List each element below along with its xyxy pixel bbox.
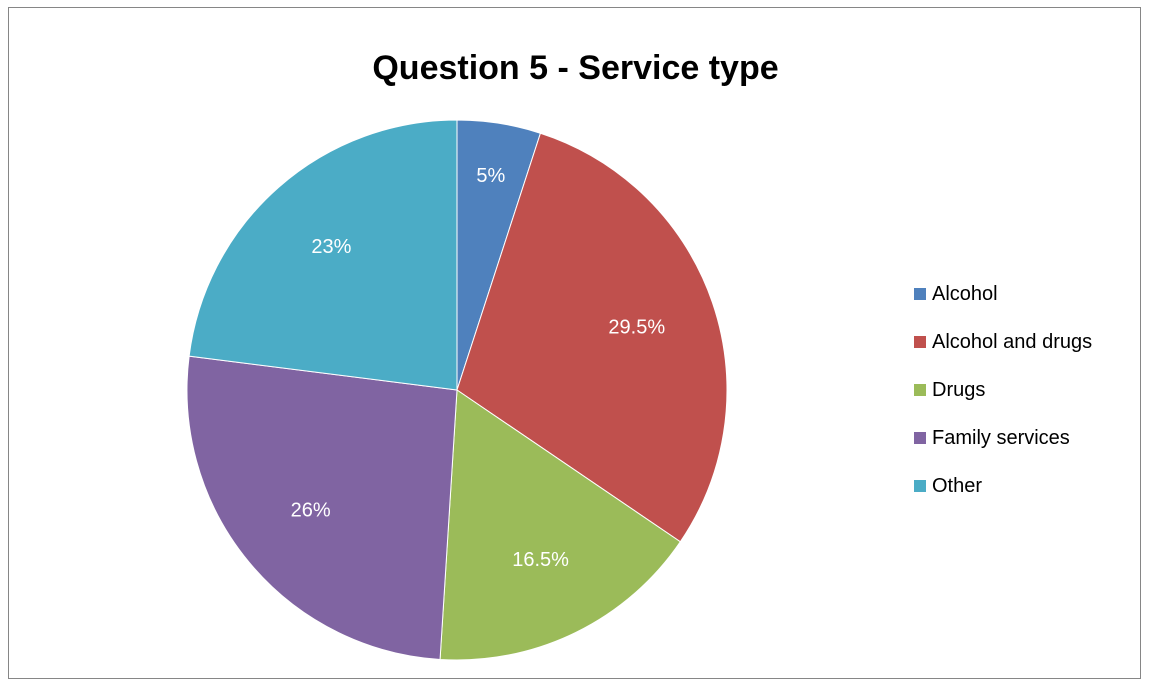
pie-slice-drugs <box>439 389 682 661</box>
legend-item-alcohol: Alcohol <box>914 282 1092 306</box>
chart-legend: Alcohol Alcohol and drugs Drugs Family serv… <box>914 282 1092 522</box>
legend-swatch-alcohol-and-drugs <box>914 336 926 348</box>
chart-title: Question 5 - Service type <box>372 49 779 87</box>
legend-label-alcohol-and-drugs: Alcohol and drugs <box>932 330 1093 353</box>
legend-swatch-alcohol <box>914 288 926 300</box>
legend-swatch-drugs <box>914 384 926 396</box>
data-label-drugs: 16.5% <box>512 549 569 571</box>
legend-item-drugs: Drugs <box>914 378 1092 402</box>
legend-label-alcohol: Alcohol <box>932 282 998 305</box>
chart-frame: Question 5 - Service type 5% 29.5% 16.5% 26… <box>8 7 1141 679</box>
legend-swatch-other <box>914 480 926 492</box>
legend-label-other: Other <box>932 474 983 497</box>
data-label-family-services: 26% <box>291 499 331 521</box>
legend-label-drugs: Drugs <box>932 378 986 401</box>
data-label-alcohol-and-drugs: 29.5% <box>608 317 665 339</box>
pie-slice-other <box>188 119 458 391</box>
legend-item-family-services: Family services <box>914 426 1092 450</box>
legend-swatch-family-services <box>914 432 926 444</box>
legend-label-family-services: Family services <box>932 426 1070 449</box>
pie-slice-alcohol-and-drugs <box>456 132 728 543</box>
legend-item-other: Other <box>914 474 1092 498</box>
pie-slice-family-services <box>186 355 458 660</box>
data-label-alcohol: 5% <box>476 165 505 187</box>
legend-item-alcohol-and-drugs: Alcohol and drugs <box>914 330 1092 354</box>
pie-chart: 5% 29.5% 16.5% 26% 23% <box>186 119 728 661</box>
data-label-other: 23% <box>311 236 351 258</box>
